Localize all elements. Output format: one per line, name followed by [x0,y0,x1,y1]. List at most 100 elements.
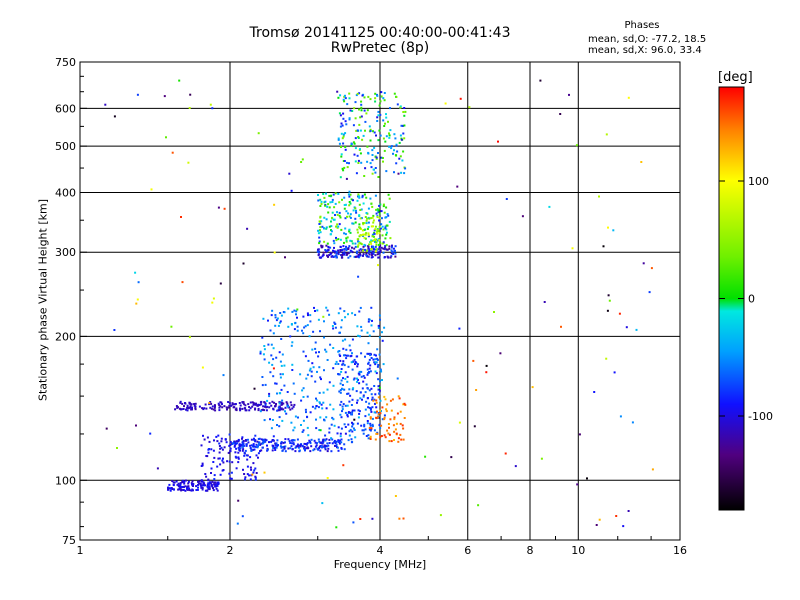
data-point [237,457,240,460]
data-point [253,387,256,390]
data-point [342,362,345,365]
data-point [385,170,388,173]
data-point [358,382,361,385]
data-point [369,407,372,410]
data-point [213,481,216,484]
data-point [364,167,367,170]
data-point [214,485,217,488]
data-point [380,223,383,226]
data-point [369,249,372,252]
data-point [378,239,381,242]
data-point [343,364,346,367]
data-point [280,401,283,404]
data-point [302,429,305,432]
data-point [374,254,377,257]
data-point [378,104,381,107]
data-point [540,457,543,460]
data-point [237,461,240,464]
data-point [344,148,347,151]
data-point [383,99,386,102]
data-point [266,449,269,452]
x-tick-label: 16 [673,544,687,557]
data-point [379,203,382,206]
data-point [222,461,225,464]
data-point [367,152,370,155]
data-point [330,423,333,426]
data-point [268,402,271,405]
data-point [384,237,387,240]
data-point [257,445,259,448]
data-point [245,454,248,457]
data-point [239,447,242,450]
data-point [186,485,189,488]
data-point [206,486,209,489]
data-point [244,407,247,410]
data-point [376,120,379,122]
data-point [291,407,294,410]
data-point [190,403,193,406]
data-point [344,354,347,357]
data-point [369,128,372,131]
data-point [387,120,389,123]
data-point [180,488,183,491]
data-point [255,443,258,446]
data-point [243,473,246,475]
data-point [377,139,380,142]
data-point [237,438,240,441]
data-point [318,220,321,223]
data-point [263,358,266,361]
data-point [269,371,272,374]
data-point [282,445,285,448]
data-point [216,489,219,492]
data-point [354,221,357,224]
data-point [379,100,382,103]
y-tick-label: 400 [55,186,76,199]
data-point [354,117,357,120]
data-point [311,362,314,365]
data-point [391,250,394,253]
data-point [378,243,380,246]
data-point [377,210,380,213]
data-point [347,354,350,357]
data-point [330,450,333,453]
data-point [346,166,349,169]
data-point [366,228,369,230]
data-point [365,383,368,386]
data-point [360,115,363,118]
data-point [176,483,179,486]
data-point [323,320,325,323]
data-point [389,107,391,110]
data-point [398,157,401,160]
data-point [382,241,385,244]
data-point [369,130,372,132]
data-point [275,442,278,445]
data-point [226,460,229,463]
data-point [261,446,264,449]
data-point [343,248,346,250]
data-point [315,427,318,430]
data-point [261,384,264,387]
data-point [559,113,562,115]
data-point [345,123,348,126]
data-point [369,417,372,420]
data-point [380,370,383,373]
data-point [367,352,370,355]
data-point [266,399,269,402]
plot-frame [79,61,681,541]
data-point [353,153,356,156]
data-point [378,252,381,255]
data-point [330,225,333,228]
data-point [290,404,293,407]
data-point [290,323,293,326]
data-point [341,408,344,411]
data-point [276,409,279,412]
data-point [337,137,340,140]
data-point [330,229,332,232]
data-point [289,408,292,411]
data-point [392,253,395,255]
data-point [309,320,312,323]
data-point [254,475,257,478]
data-point [211,301,214,304]
data-point [388,220,391,223]
data-point [270,354,273,357]
